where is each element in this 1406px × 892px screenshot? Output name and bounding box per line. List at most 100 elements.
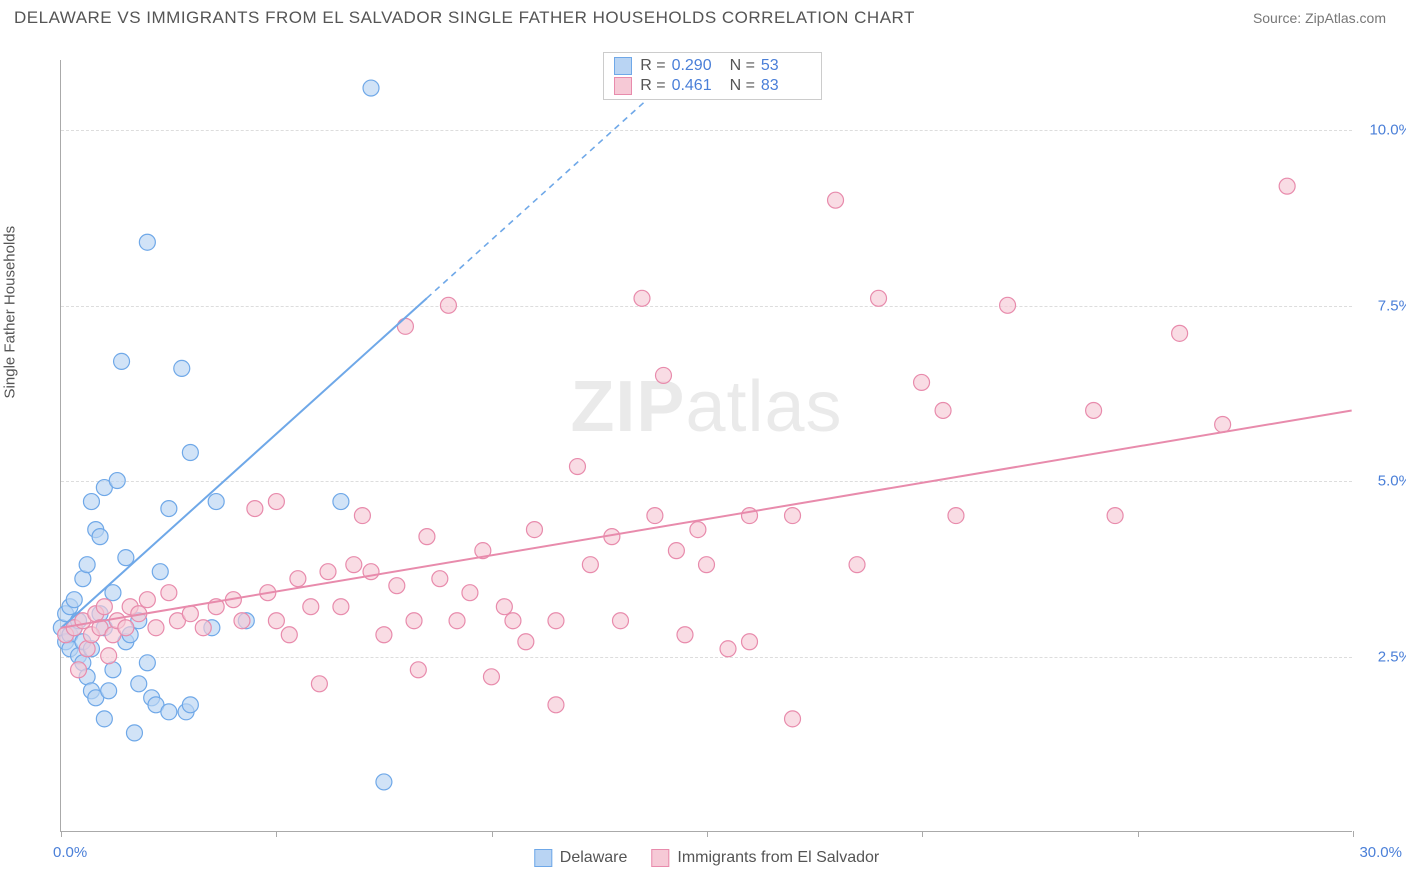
series-swatch: [614, 57, 632, 75]
scatter-point: [496, 599, 512, 615]
scatter-point: [161, 501, 177, 517]
scatter-point: [742, 634, 758, 650]
scatter-point: [182, 697, 198, 713]
scatter-point: [268, 613, 284, 629]
scatter-point: [1172, 325, 1188, 341]
scatter-point: [828, 192, 844, 208]
scatter-point: [690, 522, 706, 538]
scatter-point: [1086, 402, 1102, 418]
plot-area: ZIPatlas 2.5%5.0%7.5%10.0% R = 0.290 N =…: [60, 60, 1352, 832]
scatter-point: [66, 592, 82, 608]
scatter-point: [101, 648, 117, 664]
scatter-point: [518, 634, 534, 650]
series-swatch: [614, 77, 632, 95]
scatter-point: [118, 620, 134, 636]
scatter-point: [677, 627, 693, 643]
scatter-point: [1107, 508, 1123, 524]
scatter-point: [634, 290, 650, 306]
legend-label: Delaware: [560, 849, 628, 867]
scatter-point: [139, 655, 155, 671]
scatter-point: [161, 585, 177, 601]
scatter-point: [948, 508, 964, 524]
scatter-point: [79, 557, 95, 573]
scatter-point: [376, 774, 392, 790]
scatter-point: [182, 445, 198, 461]
x-tick: [492, 831, 493, 837]
scatter-point: [871, 290, 887, 306]
y-tick-label: 10.0%: [1357, 122, 1406, 139]
correlation-stats-box: R = 0.290 N = 53 R = 0.461 N = 83: [603, 52, 822, 100]
scatter-point: [354, 508, 370, 524]
scatter-point: [1000, 297, 1016, 313]
scatter-point: [126, 725, 142, 741]
scatter-point: [363, 80, 379, 96]
scatter-point: [114, 353, 130, 369]
x-tick: [922, 831, 923, 837]
stat-N-label: N =: [730, 77, 755, 95]
scatter-point: [548, 613, 564, 629]
scatter-point: [785, 711, 801, 727]
scatter-point: [440, 297, 456, 313]
scatter-point: [139, 234, 155, 250]
stat-R-value: 0.290: [672, 57, 722, 75]
scatter-point: [208, 494, 224, 510]
y-tick-label: 2.5%: [1357, 648, 1406, 665]
x-tick: [61, 831, 62, 837]
scatter-point: [1215, 416, 1231, 432]
scatter-point: [152, 564, 168, 580]
scatter-point: [333, 599, 349, 615]
legend-item: Delaware: [534, 849, 628, 867]
scatter-point: [109, 473, 125, 489]
scatter-point: [582, 557, 598, 573]
scatter-point: [569, 459, 585, 475]
scatter-point: [914, 374, 930, 390]
stat-R-value: 0.461: [672, 77, 722, 95]
scatter-point: [148, 620, 164, 636]
scatter-point: [505, 613, 521, 629]
y-axis-label: Single Father Households: [2, 226, 19, 399]
scatter-point: [935, 402, 951, 418]
scatter-point: [96, 711, 112, 727]
trend-line-solid: [61, 410, 1351, 627]
x-tick: [1353, 831, 1354, 837]
x-axis-max-label: 30.0%: [1359, 844, 1402, 861]
scatter-point: [161, 704, 177, 720]
legend-swatch: [651, 849, 669, 867]
stat-R-label: R =: [640, 77, 665, 95]
scatter-point: [311, 676, 327, 692]
scatter-point: [449, 613, 465, 629]
scatter-point: [281, 627, 297, 643]
scatter-point: [720, 641, 736, 657]
scatter-point: [849, 557, 865, 573]
scatter-point: [131, 676, 147, 692]
scatter-point: [668, 543, 684, 559]
legend-item: Immigrants from El Salvador: [651, 849, 879, 867]
source-attribution: Source: ZipAtlas.com: [1253, 10, 1386, 26]
scatter-point: [1279, 178, 1295, 194]
scatter-point: [432, 571, 448, 587]
scatter-point: [174, 360, 190, 376]
y-tick-label: 7.5%: [1357, 297, 1406, 314]
scatter-point: [526, 522, 542, 538]
scatter-point: [410, 662, 426, 678]
stat-R-label: R =: [640, 57, 665, 75]
scatter-point: [612, 613, 628, 629]
stat-N-value: 83: [761, 77, 811, 95]
scatter-point: [376, 627, 392, 643]
scatter-point: [699, 557, 715, 573]
x-axis-min-label: 0.0%: [53, 844, 87, 861]
scatter-point: [397, 318, 413, 334]
stats-row: R = 0.290 N = 53: [614, 57, 811, 75]
scatter-point: [247, 501, 263, 517]
y-tick-label: 5.0%: [1357, 473, 1406, 490]
scatter-point: [320, 564, 336, 580]
legend: Delaware Immigrants from El Salvador: [534, 849, 879, 867]
scatter-point: [71, 662, 87, 678]
scatter-point: [333, 494, 349, 510]
scatter-point: [195, 620, 211, 636]
scatter-point: [139, 592, 155, 608]
scatter-point: [462, 585, 478, 601]
scatter-point: [96, 599, 112, 615]
legend-label: Immigrants from El Salvador: [677, 849, 879, 867]
scatter-point: [234, 613, 250, 629]
